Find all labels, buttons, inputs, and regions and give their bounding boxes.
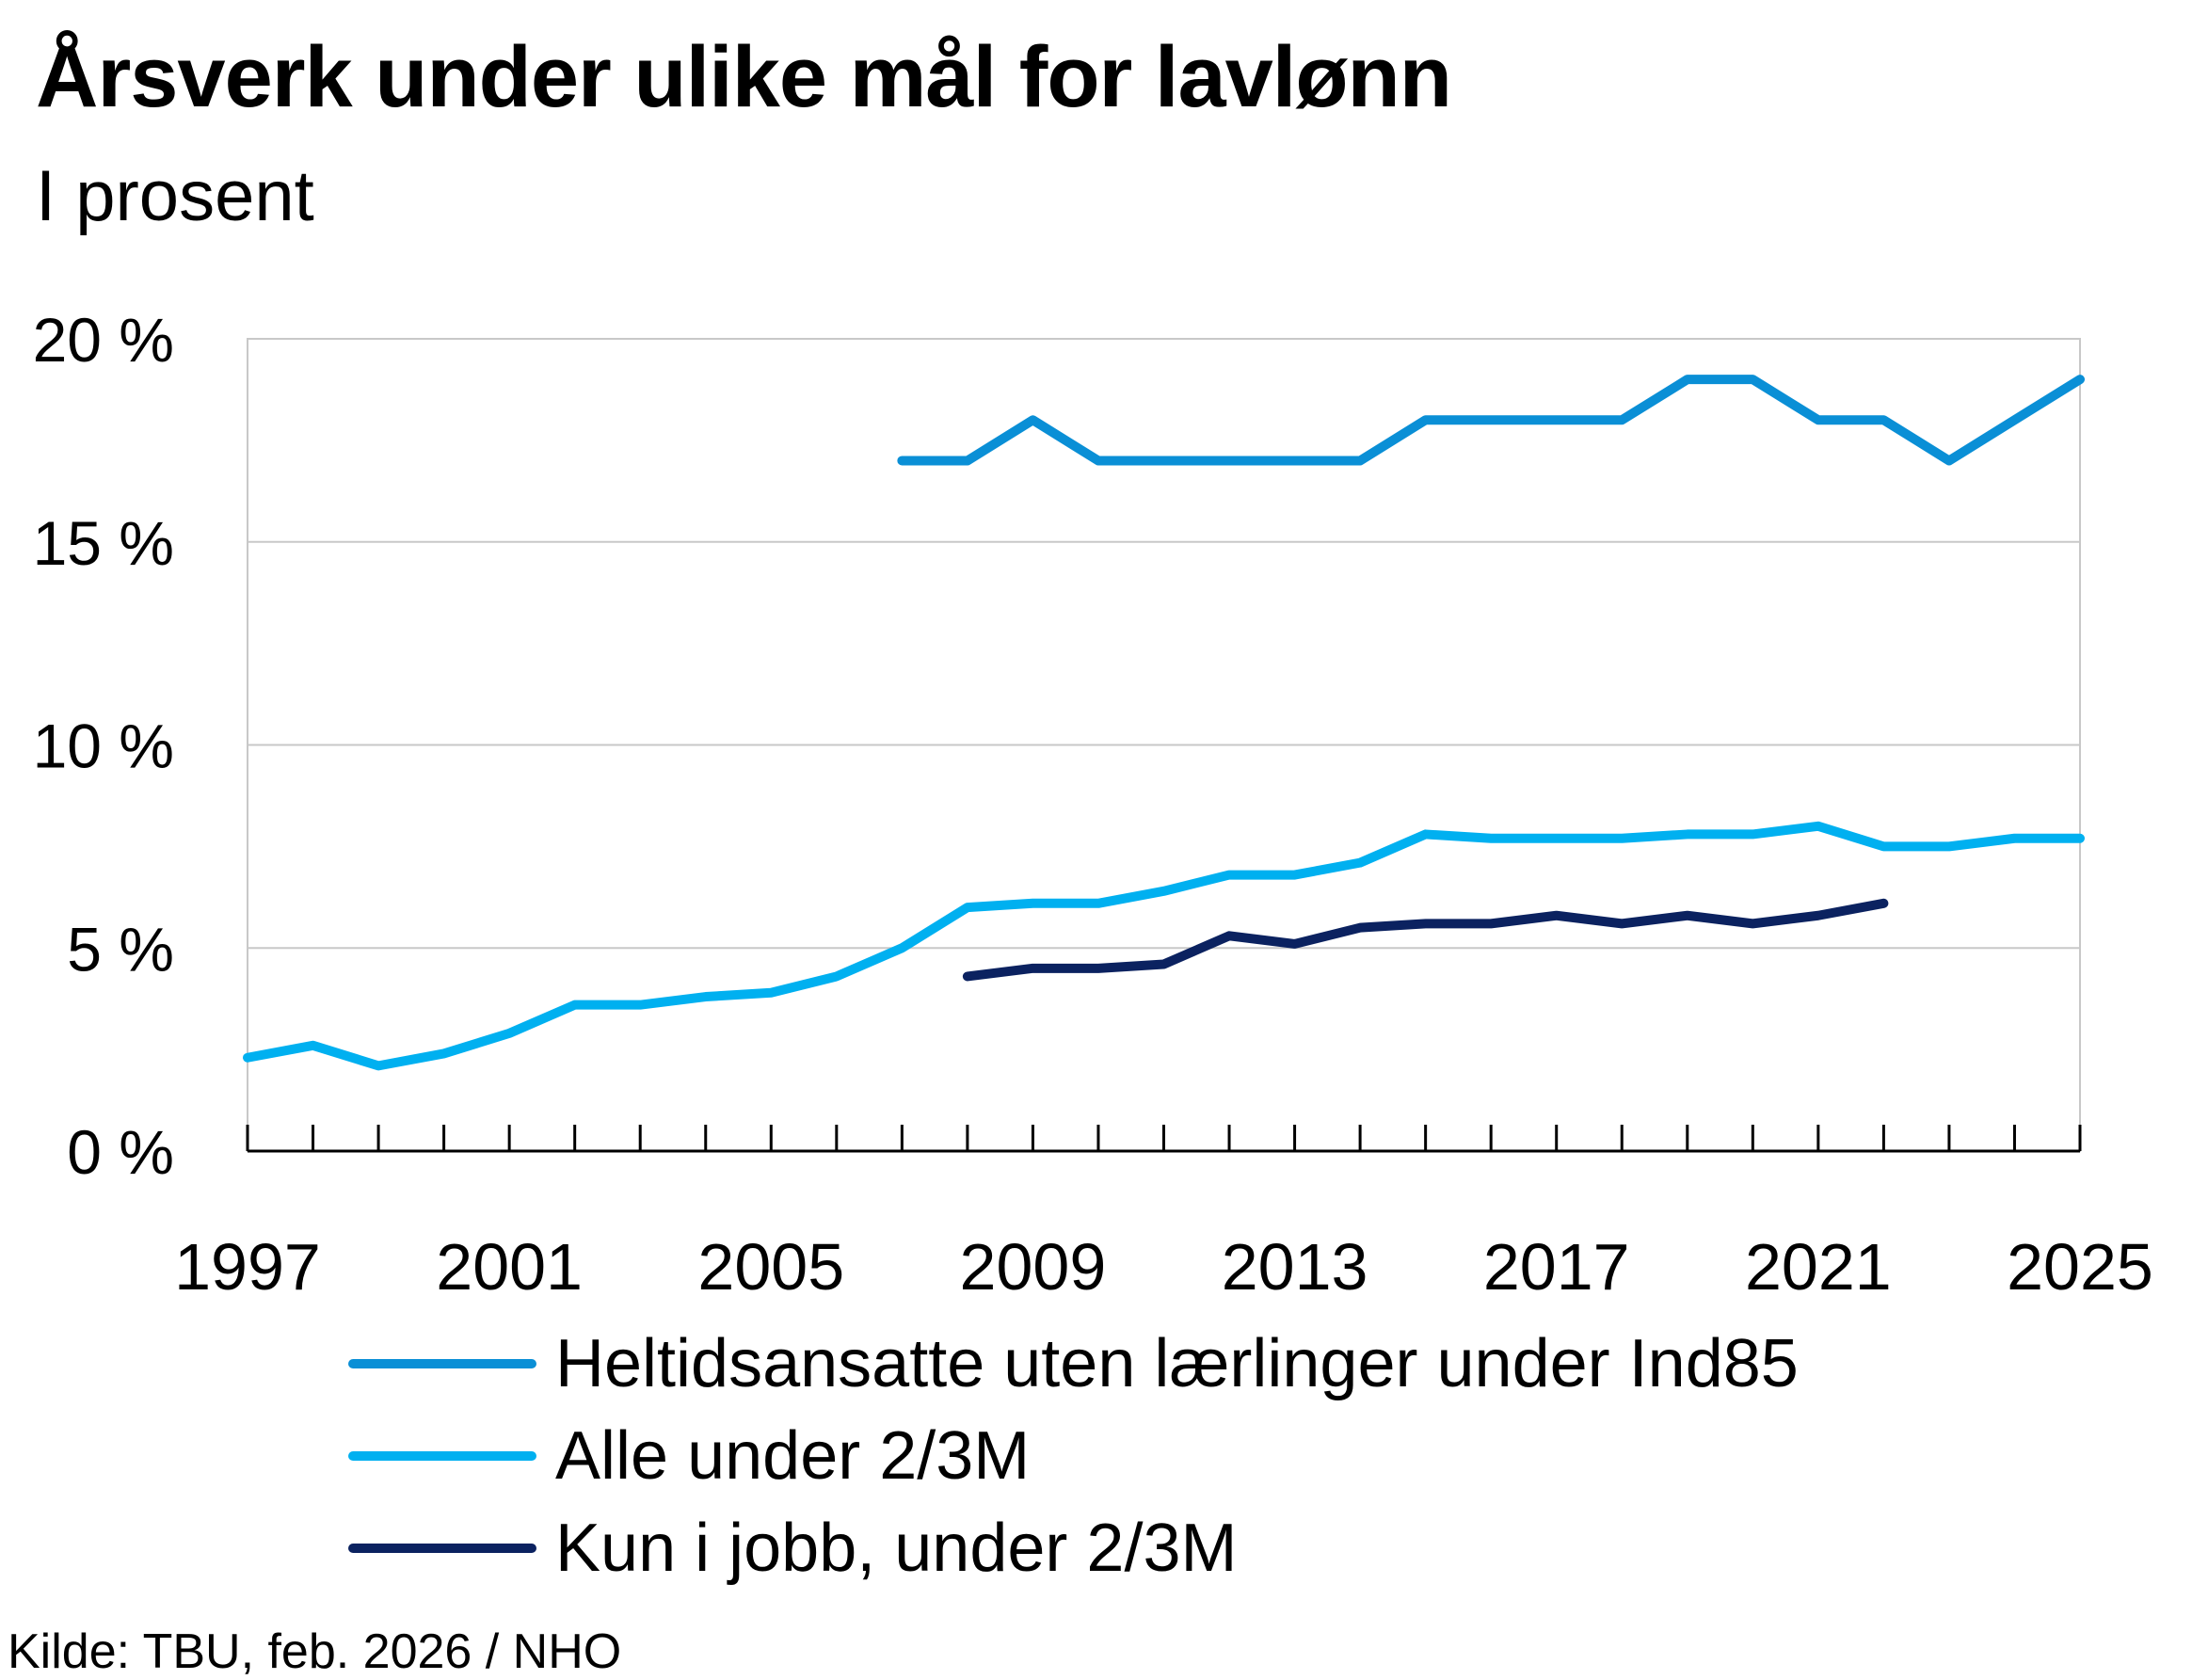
legend-label-kun-i-jobb: Kun i jobb, under 2/3M: [555, 1511, 1238, 1586]
legend-label-heltid: Heltidsansatte uten lærlinger under Ind8…: [555, 1326, 1799, 1401]
x-tick-label: 1997: [174, 1230, 321, 1304]
gridlines: [247, 338, 2081, 1152]
source-note: Kilde: TBU, feb. 2026 / NHO: [8, 1624, 622, 1679]
series-lines: [243, 375, 2085, 1071]
legend-swatch-alle: [348, 1451, 536, 1461]
x-tick-label: 2001: [436, 1230, 583, 1304]
legend-swatch-kun-i-jobb: [348, 1544, 536, 1553]
x-tick-label: 2021: [1745, 1230, 1892, 1304]
y-tick-label: 15 %: [33, 508, 174, 578]
series-line-2: [243, 821, 2085, 1071]
x-tick-label: 2009: [960, 1230, 1107, 1304]
x-tick-label: 2025: [2007, 1230, 2153, 1304]
series-line-3: [962, 898, 1889, 982]
x-tick-label: 2017: [1483, 1230, 1630, 1304]
y-tick-label: 10 %: [33, 712, 174, 781]
legend-swatch-heltid: [348, 1359, 536, 1368]
chart-subtitle: I prosent: [36, 156, 314, 236]
series-line-1: [897, 375, 2085, 466]
legend-label-alle: Alle under 2/3M: [555, 1418, 1031, 1494]
chart-title: Årsverk under ulike mål for lavlønn: [36, 29, 1452, 125]
y-tick-labels: 0 % 5 % 10 % 15 % 20 %: [33, 305, 174, 1187]
y-tick-label: 5 %: [67, 914, 174, 984]
y-tick-label: 20 %: [33, 305, 174, 375]
x-tick-labels: 1997 2001 2005 2009 2013 2017 2021 2025: [174, 1230, 2153, 1304]
axes: [246, 1125, 2082, 1153]
y-tick-label: 0 %: [67, 1117, 174, 1187]
x-tick-label: 2005: [697, 1230, 844, 1304]
x-tick-label: 2013: [1222, 1230, 1368, 1304]
